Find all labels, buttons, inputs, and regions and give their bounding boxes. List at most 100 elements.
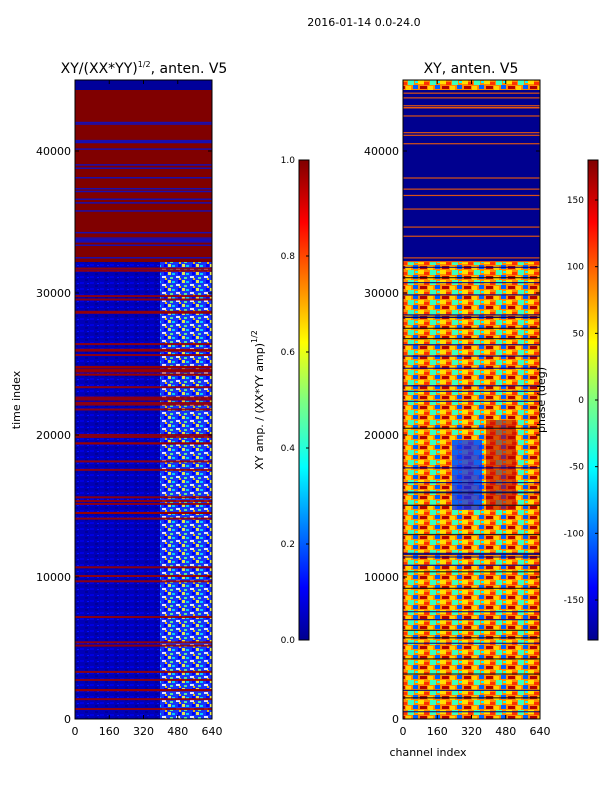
phase-x-axis-label: channel index [389, 746, 467, 759]
heatmap-stripe [75, 202, 212, 204]
heatmap-stripe [75, 121, 212, 124]
phase-stripes [403, 92, 540, 713]
amplitude-colorbar: 0.0 0.2 0.4 0.6 0.8 1.0 XY amp. / (XX*YY amp)… [250, 156, 310, 646]
colorbar-tick-label: 1.0 [281, 156, 296, 166]
heatmap-stripe [75, 442, 212, 445]
y-tick-label: 40000 [364, 145, 399, 158]
heatmap-stripe [75, 580, 212, 583]
heatmap-stripe [75, 311, 212, 314]
phase-x-ticks: 0 160 320 480 640 [400, 80, 551, 738]
x-tick-label: 320 [133, 725, 154, 738]
phase-stripe [403, 711, 540, 713]
y-tick-label: 10000 [36, 571, 71, 584]
phase-stripe [403, 355, 540, 357]
phase-stripe [403, 673, 540, 675]
heatmap-stripe [75, 123, 212, 125]
phase-stripe [403, 571, 540, 573]
colorbar-tick-label: 50 [573, 329, 585, 339]
heatmap-stripe [75, 398, 212, 401]
amplitude-x-ticks: 0 160 320 480 640 [72, 80, 223, 738]
phase-swirl-blue [452, 440, 482, 510]
phase-stripe [403, 611, 540, 613]
colorbar-tick-label: -100 [564, 529, 585, 539]
x-tick-label: 0 [400, 725, 407, 738]
phase-stripe [403, 327, 540, 329]
phase-stripe [403, 385, 540, 387]
phase-stripe [403, 143, 540, 145]
colorbar-tick-label: -150 [564, 596, 585, 606]
phase-stripe [403, 504, 540, 506]
heatmap-stripe [75, 698, 212, 701]
y-tick-label: 20000 [364, 429, 399, 442]
phase-stripe [403, 177, 540, 179]
heatmap-stripe [75, 237, 212, 239]
y-tick-label: 30000 [364, 287, 399, 300]
heatmap-stripe [75, 500, 212, 503]
heatmap-stripe [75, 670, 212, 673]
phase-stripe [403, 226, 540, 228]
x-tick-label: 640 [202, 725, 223, 738]
phase-stripe [403, 257, 540, 259]
heatmap-stripe [75, 496, 212, 499]
heatmap-stripe [75, 502, 212, 505]
x-tick-label: 480 [167, 725, 188, 738]
phase-stripe [403, 92, 540, 94]
phase-panel-title: XY, anten. V5 [424, 61, 519, 77]
colorbar-tick-label: 150 [567, 196, 584, 206]
phase-heatmap [403, 80, 540, 719]
phase-stripe [403, 552, 540, 554]
phase-stripe [403, 132, 540, 134]
heatmap-stripe [75, 231, 212, 234]
heatmap-stripe [75, 517, 212, 520]
heatmap-stripe [75, 511, 212, 514]
heatmap-stripe [75, 239, 212, 242]
heatmap-stripe [75, 566, 212, 569]
phase-stripe [403, 294, 540, 296]
y-tick-label: 20000 [36, 429, 71, 442]
colorbar-tick-label: 0.6 [281, 348, 296, 358]
phase-stripe [403, 337, 540, 340]
x-tick-label: 160 [99, 725, 120, 738]
heatmap-stripe [75, 435, 212, 438]
heatmap-stripe [75, 373, 212, 376]
heatmap-stripe [75, 139, 212, 142]
heatmap-stripe [75, 688, 212, 691]
colorbar-tick-label: 100 [567, 263, 584, 273]
amplitude-panel: XY/(XX*YY)1/2, anten. V5 0 160 320 480 640 0… [10, 60, 227, 738]
phase-stripe [403, 629, 540, 631]
heatmap-stripe [75, 310, 212, 313]
heatmap-stripe [75, 177, 212, 179]
phase-y-ticks: 0 10000 20000 30000 40000 [364, 145, 540, 726]
heatmap-stripe [75, 210, 212, 212]
x-tick-label: 0 [72, 725, 79, 738]
phase-stripe [403, 277, 540, 279]
phase-colorbar-label: phase (deg) [535, 367, 548, 433]
x-tick-label: 160 [427, 725, 448, 738]
phase-colorbar: -150 -100 -50 0 50 100 150 phase (deg) [535, 159, 599, 641]
heatmap-stripe [75, 403, 212, 406]
phase-stripe [403, 235, 540, 237]
y-tick-label: 30000 [36, 287, 71, 300]
phase-stripe [403, 115, 540, 117]
phase-stripe [403, 467, 540, 469]
phase-stripe [403, 697, 540, 699]
heatmap-stripe [75, 408, 212, 411]
phase-stripe [403, 107, 540, 109]
phase-top-band [403, 80, 540, 90]
phase-stripe [403, 316, 540, 318]
amplitude-y-axis-label: time index [10, 370, 23, 429]
heatmap-stripes [75, 121, 212, 711]
heatmap-stripe [75, 641, 212, 644]
phase-stripe [403, 689, 540, 691]
phase-stripe [403, 658, 540, 660]
heatmap-stripe [75, 298, 212, 301]
heatmap-stripe [75, 468, 212, 471]
phase-stripe [403, 564, 540, 566]
y-tick-label: 0 [64, 713, 71, 726]
amplitude-colorbar-label: XY amp. / (XX*YY amp)1/2 [250, 330, 266, 470]
heatmap-stripe [75, 167, 212, 169]
heatmap-mixed-region [160, 262, 212, 719]
heatmap-stripe [75, 241, 212, 243]
x-tick-label: 640 [530, 725, 551, 738]
